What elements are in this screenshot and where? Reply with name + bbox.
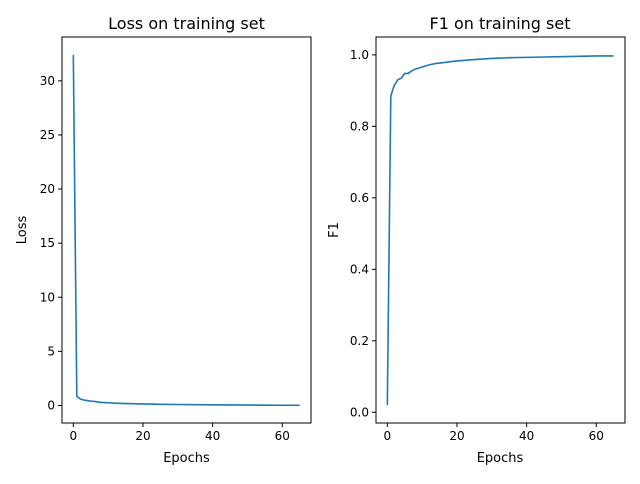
chart-title: F1 on training set <box>429 14 570 33</box>
series-line <box>386 55 614 406</box>
loss-chart: Loss on training set 0 20 40 60 0 5 10 15 20 25 30… <box>15 14 312 466</box>
x-tick-label: 40 <box>519 429 534 443</box>
y-tick-label: 30 <box>40 74 55 88</box>
y-tick-label: 0.8 <box>350 119 369 133</box>
y-tick-label: 0.6 <box>350 191 369 205</box>
x-tick-label: 60 <box>589 429 604 443</box>
y-tick-label: 15 <box>40 236 55 250</box>
chart-title: Loss on training set <box>108 14 265 33</box>
y-tick-label: 1.0 <box>350 48 369 62</box>
y-tick-label: 0 <box>47 398 55 412</box>
x-tick-label: 20 <box>135 429 150 443</box>
x-tick-label: 0 <box>69 429 77 443</box>
x-tick-label: 20 <box>449 429 464 443</box>
x-tick-label: 40 <box>205 429 220 443</box>
y-tick-label: 0.2 <box>350 334 369 348</box>
loss-plot-area: 0 20 40 60 0 5 10 15 20 25 30 <box>40 36 312 443</box>
x-axis-label: Epochs <box>477 451 524 466</box>
axes-frame <box>375 36 626 424</box>
y-tick-label: 5 <box>47 344 55 358</box>
y-axis-label: Loss <box>15 216 30 245</box>
y-tick-label: 0.0 <box>350 405 369 419</box>
y-tick-label: 10 <box>40 290 55 304</box>
y-tick-label: 20 <box>40 182 55 196</box>
x-axis-label: Epochs <box>163 451 210 466</box>
y-axis-label: F1 <box>327 222 342 238</box>
x-tick-label: 60 <box>275 429 290 443</box>
f1-chart: F1 on training set 0 20 40 60 0.0 0.2 0.4 0.6 0.… <box>327 14 626 466</box>
f1-plot-area: 0 20 40 60 0.0 0.2 0.4 0.6 0.8 1.0 <box>350 36 626 443</box>
y-tick-label: 25 <box>40 128 55 142</box>
axes-frame <box>61 36 312 424</box>
x-tick-label: 0 <box>383 429 391 443</box>
series-line <box>72 54 300 407</box>
y-tick-label: 0.4 <box>350 262 369 276</box>
